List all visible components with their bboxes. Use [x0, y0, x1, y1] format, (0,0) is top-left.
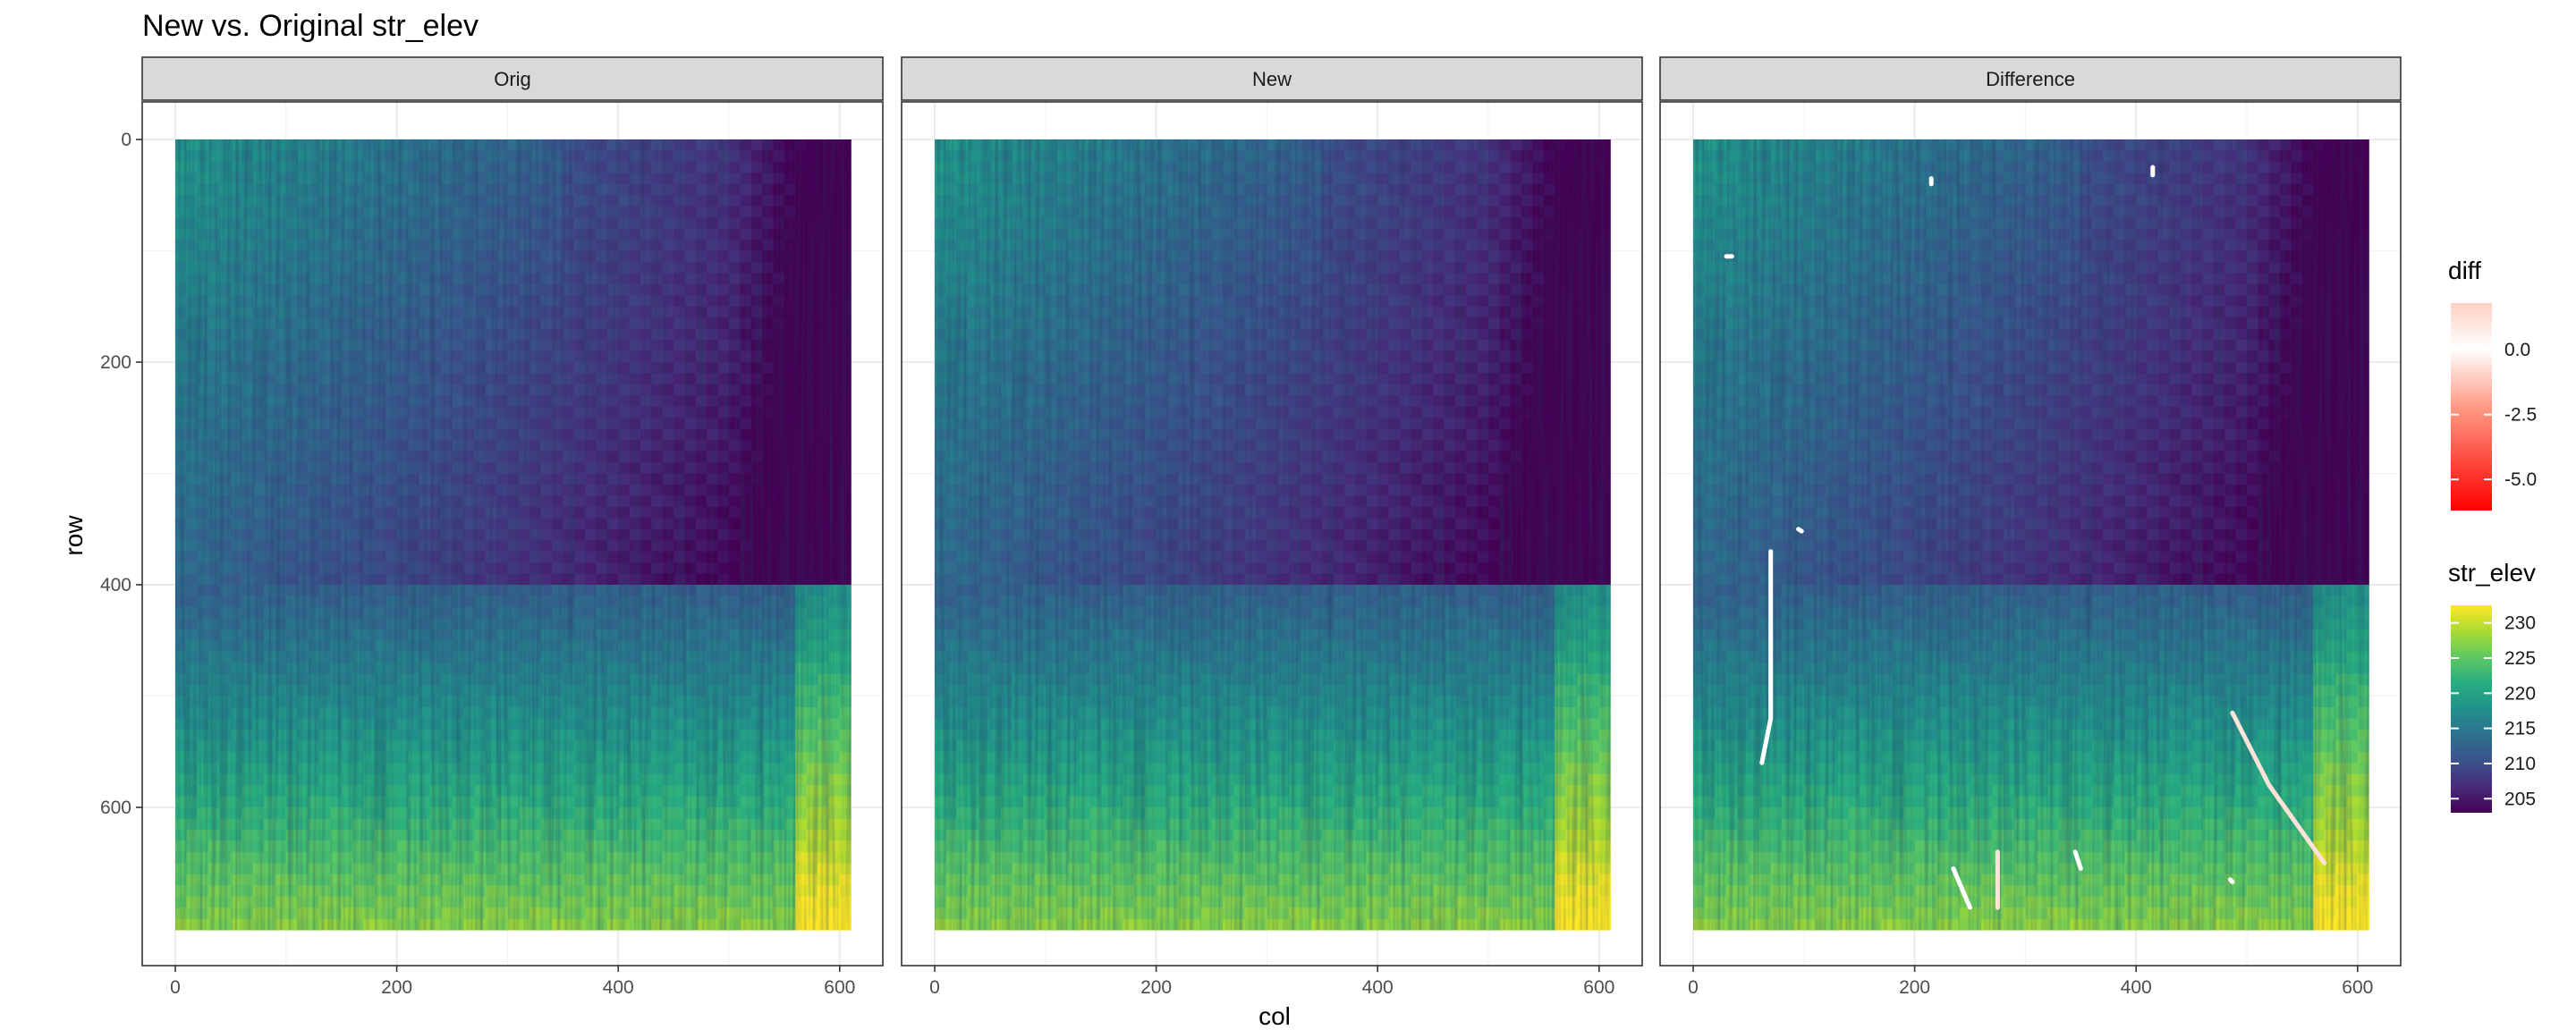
x-tick-label: 400 — [2121, 977, 2152, 998]
legend-title: str_elev — [2448, 559, 2536, 587]
x-tick-label: 0 — [929, 977, 940, 998]
facet-strip — [1659, 56, 2402, 101]
x-tick-label: 400 — [1362, 977, 1394, 998]
facet-strip-label: New — [1252, 68, 1292, 90]
legend-label: -5.0 — [2504, 469, 2537, 490]
x-tick-label: 200 — [1140, 977, 1172, 998]
x-tick-label: 600 — [1583, 977, 1614, 998]
y-axis-title: row — [60, 515, 88, 556]
facet-panel-orig: Orig 0 200 400 600 0 200 400 600 — [100, 56, 884, 998]
legend-title: diff — [2448, 257, 2481, 284]
raster-orig — [175, 139, 852, 931]
x-tick-label: 0 — [1688, 977, 1699, 998]
facet-strip-label: Orig — [494, 68, 531, 90]
x-tick-label: 400 — [603, 977, 634, 998]
legend-label: 220 — [2504, 683, 2536, 704]
legend-diff: diff 0.0 -2.5 -5.0 — [2448, 257, 2537, 511]
x-tick-label: 200 — [381, 977, 412, 998]
legend-label: 0.0 — [2504, 340, 2530, 360]
legend-label: 205 — [2504, 789, 2536, 809]
diff-overlay — [1724, 165, 2327, 910]
legend-str-elev: str_elev 230 225 220 215 210 205 — [2448, 559, 2536, 813]
x-tick-label: 600 — [824, 977, 855, 998]
facet-panel-new: New 0 200 400 600 — [901, 56, 1643, 998]
x-tick-label: 200 — [1899, 977, 1930, 998]
legends: diff 0.0 -2.5 -5.0 str_elev 230 225 220 215 210 20… — [2448, 257, 2537, 813]
x-axis-title: col — [1258, 1002, 1291, 1030]
raster-new — [935, 139, 1611, 931]
facet-strip-label: Difference — [1986, 68, 2075, 90]
x-tick-label: 600 — [2342, 977, 2373, 998]
y-tick-label: 0 — [121, 130, 131, 150]
legend-label: 210 — [2504, 754, 2536, 774]
legend-label: 215 — [2504, 719, 2536, 739]
legend-colorbar — [2451, 303, 2492, 511]
legend-label: 225 — [2504, 648, 2536, 669]
facet-strip — [141, 56, 884, 101]
raster-difference — [1693, 139, 2369, 931]
chart-title: New vs. Original str_elev — [142, 9, 479, 43]
x-tick-label: 0 — [170, 977, 181, 998]
y-tick-label: 400 — [100, 575, 131, 595]
facet-strip — [901, 56, 1643, 101]
legend-colorbar — [2451, 605, 2492, 813]
y-tick-label: 600 — [100, 798, 131, 818]
facet-panel-difference: Difference 0 200 400 600 — [1659, 56, 2402, 998]
y-tick-label: 200 — [100, 352, 131, 373]
legend-label: 230 — [2504, 613, 2536, 634]
legend-label: -2.5 — [2504, 405, 2537, 426]
